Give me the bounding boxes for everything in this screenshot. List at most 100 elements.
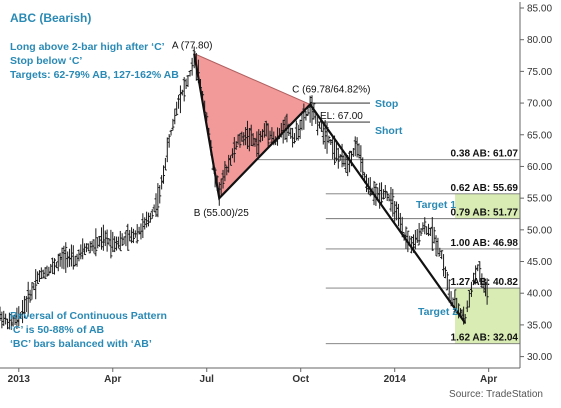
price-bar <box>255 131 259 157</box>
price-bar <box>98 235 102 247</box>
price-bar <box>438 247 442 257</box>
price-bar <box>321 122 325 145</box>
price-bar <box>37 270 41 283</box>
price-bar <box>229 155 233 166</box>
price-bar <box>302 103 306 130</box>
price-bar <box>19 312 23 319</box>
price-bar <box>177 94 181 109</box>
price-bar <box>244 127 248 146</box>
price-bar <box>86 243 90 252</box>
note-top-1: Stop below ‘C’ <box>10 55 82 67</box>
price-bar <box>289 127 293 139</box>
price-bar <box>467 289 471 308</box>
price-bar <box>430 217 434 251</box>
price-bar <box>374 183 378 206</box>
price-bar <box>54 261 58 269</box>
price-bar <box>361 157 365 177</box>
price-bar <box>118 230 122 252</box>
price-bar <box>283 116 287 140</box>
price-bar <box>36 271 40 284</box>
fib-label-0: 0.38 AB: 61.07 <box>451 149 519 160</box>
price-bar <box>442 254 446 277</box>
price-bar <box>165 137 169 163</box>
price-bar <box>34 269 38 300</box>
price-bar <box>357 143 361 159</box>
price-bar <box>180 89 184 96</box>
price-bar <box>60 247 64 269</box>
price-bar <box>221 169 225 189</box>
price-bar <box>249 124 253 146</box>
price-bar <box>478 261 482 282</box>
price-bar <box>124 230 128 247</box>
price-bar <box>389 187 393 212</box>
price-bar <box>22 295 26 319</box>
price-bar <box>126 223 130 251</box>
price-bar <box>331 136 335 160</box>
price-bar <box>152 204 156 213</box>
price-bar <box>336 147 340 169</box>
price-bar <box>440 250 444 260</box>
price-bar <box>94 228 98 257</box>
price-bar <box>359 145 363 173</box>
price-bar <box>81 238 85 260</box>
price-bar <box>90 240 94 252</box>
price-bar <box>109 229 113 259</box>
price-bar <box>376 187 380 199</box>
plot-area <box>0 8 520 368</box>
price-bar <box>64 242 68 273</box>
price-bar <box>32 283 36 291</box>
price-bar <box>378 182 382 209</box>
price-bar <box>0 311 4 329</box>
price-bar <box>139 223 143 240</box>
price-bar <box>381 189 385 200</box>
fib-label-1: 0.62 AB: 55.69 <box>451 183 519 194</box>
price-bar <box>154 193 158 217</box>
price-bar <box>182 77 186 102</box>
price-bar <box>130 227 134 244</box>
x-tick-label: 2014 <box>384 374 407 385</box>
price-bar <box>351 148 355 157</box>
price-bar <box>58 252 62 267</box>
price-bar <box>190 57 194 76</box>
price-bar <box>232 137 236 163</box>
y-tick-label: 35.00 <box>527 320 552 331</box>
y-tick-label: 45.00 <box>527 257 552 268</box>
price-bar <box>143 217 147 230</box>
y-tick-label: 50.00 <box>527 225 552 236</box>
price-bar <box>145 211 149 228</box>
target-1-label: Target 1 <box>416 199 456 211</box>
price-bar <box>146 212 150 227</box>
price-bar <box>353 136 357 157</box>
price-bar <box>245 120 249 150</box>
note-bottom-0: Reversal of Continuous Pattern <box>10 310 167 322</box>
y-tick-label: 65.00 <box>527 130 552 141</box>
price-bar <box>107 238 111 246</box>
short-label: Short <box>375 125 403 137</box>
price-bar <box>173 108 177 125</box>
price-bar <box>262 123 266 138</box>
note-top-2: Targets: 62-79% AB, 127-162% AB <box>10 69 179 81</box>
price-bar <box>242 132 246 146</box>
price-bar <box>115 236 119 251</box>
price-bar <box>230 148 234 159</box>
price-bar <box>13 314 17 326</box>
price-bar <box>240 131 244 142</box>
price-bar <box>26 281 30 317</box>
price-bar <box>385 191 389 202</box>
price-bar <box>188 70 192 77</box>
price-bar <box>266 123 270 148</box>
price-bar <box>133 230 137 238</box>
price-bar <box>15 307 19 330</box>
price-bar <box>111 231 115 253</box>
y-tick-label: 40.00 <box>527 289 552 300</box>
price-bar <box>84 243 88 253</box>
fib-label-3: 1.00 AB: 46.98 <box>451 238 519 249</box>
price-bar <box>0 306 2 321</box>
price-bar <box>225 165 229 176</box>
price-bar <box>122 236 126 245</box>
y-tick-label: 85.00 <box>527 4 552 15</box>
price-bar <box>251 133 255 147</box>
y-tick-label: 30.00 <box>527 352 552 363</box>
